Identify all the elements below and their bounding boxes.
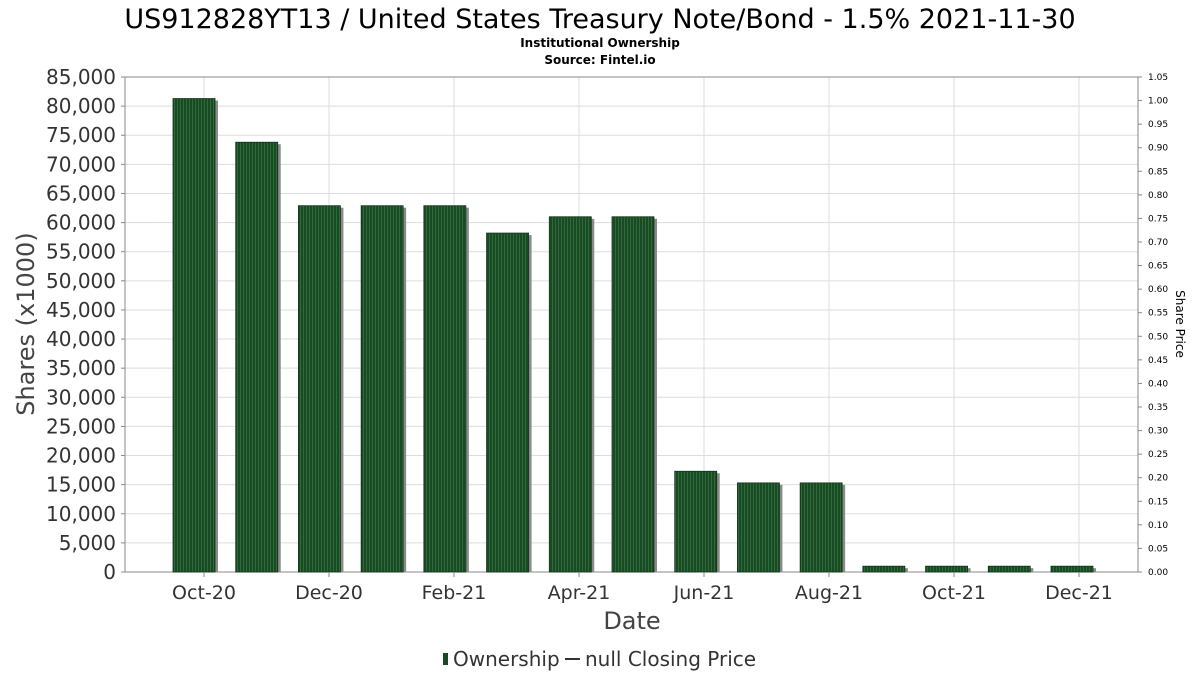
ownership-bar bbox=[423, 205, 467, 573]
y2-tick-label: 0.20 bbox=[1148, 474, 1168, 484]
legend-ownership-label: Ownership bbox=[453, 647, 560, 671]
chart-title: US912828YT13 / United States Treasury No… bbox=[124, 4, 1075, 35]
y2-tick-label: 0.75 bbox=[1148, 214, 1168, 224]
y2-tick-label: 0.00 bbox=[1148, 568, 1168, 578]
y-tick-label: 25,000 bbox=[46, 414, 116, 438]
y2-tick-label: 0.90 bbox=[1148, 144, 1168, 154]
y2-tick-label: 0.40 bbox=[1148, 379, 1168, 389]
ownership-bar bbox=[799, 482, 843, 573]
x-tick-label: Oct-20 bbox=[172, 582, 236, 604]
ownership-bar bbox=[987, 565, 1031, 573]
ownership-bar bbox=[548, 216, 592, 573]
ownership-bar bbox=[172, 98, 216, 573]
x-tick-label: Dec-20 bbox=[295, 582, 363, 604]
y2-tick-label: 0.50 bbox=[1148, 332, 1168, 342]
x-axis-label: Date bbox=[603, 607, 660, 635]
legend-price-label: null Closing Price bbox=[585, 647, 756, 671]
y2-tick-label: 1.05 bbox=[1148, 73, 1168, 83]
y-axis-label: Shares (x1000) bbox=[12, 232, 40, 415]
y2-tick-label: 0.85 bbox=[1148, 167, 1168, 177]
y-tick-label: 40,000 bbox=[46, 327, 116, 351]
y-tick-label: 30,000 bbox=[46, 385, 116, 409]
chart-source: Source: Fintel.io bbox=[544, 53, 655, 67]
y-tick-label: 5,000 bbox=[59, 531, 116, 555]
ownership-bar bbox=[1050, 565, 1094, 573]
y-tick-label: 20,000 bbox=[46, 444, 116, 468]
y2-tick-label: 0.60 bbox=[1148, 285, 1168, 295]
y2-tick-label: 0.25 bbox=[1148, 450, 1168, 460]
y-tick-label: 65,000 bbox=[46, 181, 116, 205]
ownership-bar bbox=[925, 565, 968, 573]
ownership-bar bbox=[611, 216, 655, 573]
ownership-bars bbox=[172, 98, 1096, 573]
chart-subtitle: Institutional Ownership bbox=[520, 36, 680, 50]
x-tick-label: Apr-21 bbox=[548, 582, 611, 604]
x-tick-label: Feb-21 bbox=[422, 582, 487, 604]
y-tick-label: 10,000 bbox=[46, 502, 116, 526]
x-tick-label: Aug-21 bbox=[795, 582, 863, 604]
y-tick-label: 50,000 bbox=[46, 269, 116, 293]
y-tick-label: 45,000 bbox=[46, 298, 116, 322]
y2-tick-label: 0.35 bbox=[1148, 403, 1168, 413]
legend: Ownership null Closing Price bbox=[443, 647, 756, 671]
ownership-bar bbox=[298, 205, 341, 573]
y-tick-label: 55,000 bbox=[46, 240, 116, 264]
y-tick-label: 60,000 bbox=[46, 211, 116, 235]
y2-tick-label: 0.70 bbox=[1148, 238, 1168, 248]
x-tick-label: Oct-21 bbox=[922, 582, 986, 604]
y-tick-label: 35,000 bbox=[46, 356, 116, 380]
y2-tick-label: 0.55 bbox=[1148, 309, 1168, 319]
y2-tick-label: 0.15 bbox=[1148, 497, 1168, 507]
y-tick-label: 0 bbox=[103, 560, 116, 584]
y2-axis-label: Share Price bbox=[1173, 290, 1187, 358]
y2-tick-label: 0.95 bbox=[1148, 120, 1168, 130]
y2-tick-label: 0.30 bbox=[1148, 427, 1168, 437]
ownership-bar bbox=[674, 470, 718, 573]
y2-tick-label: 0.10 bbox=[1148, 521, 1168, 531]
ownership-bar bbox=[737, 482, 780, 573]
y-tick-label: 85,000 bbox=[46, 65, 116, 89]
y-axis-ticks: 0 5,000 10,000 15,000 20,000 25,000 30,000 35,0… bbox=[46, 65, 125, 584]
y-tick-label: 75,000 bbox=[46, 123, 116, 147]
y-tick-label: 15,000 bbox=[46, 473, 116, 497]
y-tick-label: 80,000 bbox=[46, 94, 116, 118]
y2-axis-ticks: 0.00 0.05 0.10 0.15 0.20 0.25 0.30 0.35 0.40 0.45… bbox=[1138, 73, 1168, 578]
y2-tick-label: 0.05 bbox=[1148, 544, 1168, 554]
ownership-bar bbox=[486, 232, 529, 573]
y2-tick-label: 0.65 bbox=[1148, 262, 1168, 272]
legend-ownership-swatch bbox=[443, 653, 448, 665]
x-tick-label: Dec-21 bbox=[1045, 582, 1113, 604]
y2-tick-label: 0.80 bbox=[1148, 191, 1168, 201]
y-tick-label: 70,000 bbox=[46, 152, 116, 176]
x-axis-ticks: Oct-20 Dec-20 Feb-21 Apr-21 Jun-21 Aug-21 Oct-… bbox=[172, 572, 1113, 604]
y2-tick-label: 1.00 bbox=[1148, 97, 1168, 107]
ownership-bar bbox=[862, 565, 906, 573]
ownership-bar bbox=[235, 141, 279, 573]
x-tick-label: Jun-21 bbox=[673, 582, 735, 604]
y2-tick-label: 0.45 bbox=[1148, 356, 1168, 366]
ownership-bar bbox=[360, 205, 404, 573]
